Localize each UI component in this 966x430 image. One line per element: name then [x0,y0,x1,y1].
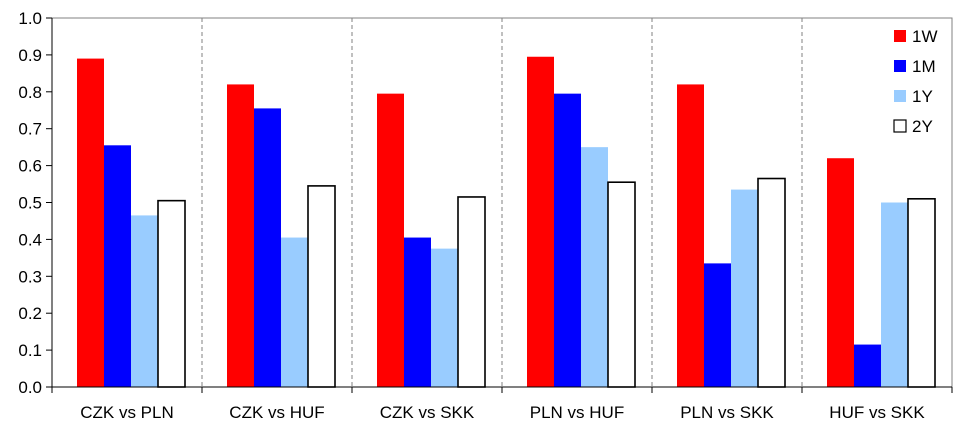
legend-label-2y: 2Y [912,117,933,136]
y-tick-label: 0.0 [18,378,42,397]
bar-1m-5 [854,344,881,387]
bar-1y-4 [731,189,758,387]
bar-1y-2 [431,248,458,387]
y-tick-label: 0.9 [18,46,42,65]
x-tick-label: CZK vs PLN [80,403,174,422]
bar-1w-3 [527,56,554,388]
axes: 0.0 0.1 0.2 0.3 0.4 0.5 0.6 0.7 0.8 0.9 1.0 CZK vs … [18,9,953,422]
bar-1w-0 [77,58,104,388]
bar-2y-5 [907,198,936,388]
bar-1w-2 [377,93,404,388]
bar-2y-2 [457,196,486,388]
x-tick-label: PLN vs SKK [680,403,774,422]
legend-swatch-2y [893,119,907,133]
legend-swatch-1w [894,30,906,42]
y-tick-label: 0.2 [18,304,42,323]
x-tick-label: HUF vs SKK [829,403,925,422]
x-tick-label: PLN vs HUF [530,403,624,422]
bar-2y-0 [157,199,186,388]
bar-1m-4 [704,263,731,387]
bar-1m-1 [254,108,281,387]
x-tick-label: CZK vs SKK [380,403,475,422]
bar-1m-2 [404,237,431,387]
y-tick-label: 0.3 [18,267,42,286]
legend: 1W 1M 1Y 2Y [893,27,938,136]
legend-swatch-1m [894,60,906,72]
y-tick-label: 0.6 [18,157,42,176]
bar-1m-3 [554,93,581,388]
legend-label-1w: 1W [912,27,938,46]
legend-swatch-1y [894,90,906,102]
y-tick-label: 0.1 [18,341,42,360]
bar-2y-3 [607,181,636,388]
legend-label-1y: 1Y [912,87,933,106]
bar-2y-1 [307,185,336,388]
bar-1w-5 [827,158,854,387]
grid [51,17,953,388]
y-tick-label: 0.5 [18,194,42,213]
bar-1w-4 [677,84,704,388]
bars [77,56,936,388]
bar-1y-1 [281,237,308,387]
x-tick-label: CZK vs HUF [229,403,324,422]
y-tick-label: 1.0 [18,9,42,28]
legend-label-1m: 1M [912,57,936,76]
bar-1y-5 [881,202,908,387]
bar-1y-3 [581,147,608,387]
bar-1m-0 [104,145,131,387]
y-tick-label: 0.4 [18,230,42,249]
bar-1w-1 [227,84,254,388]
y-tick-label: 0.7 [18,120,42,139]
bar-2y-4 [757,177,786,388]
y-tick-label: 0.8 [18,83,42,102]
bar-1y-0 [131,215,158,387]
